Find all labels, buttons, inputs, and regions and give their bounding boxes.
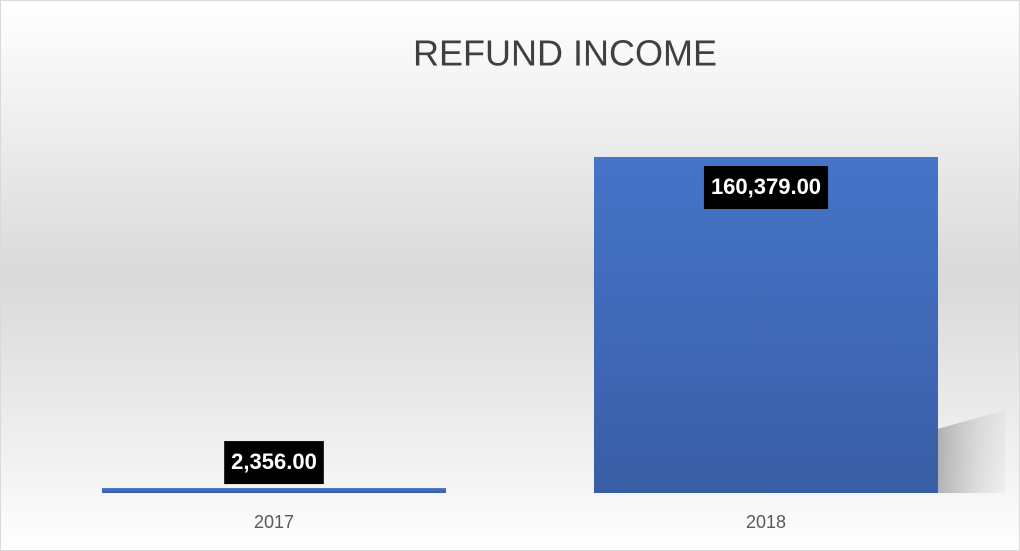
bar — [594, 157, 938, 493]
bar — [102, 488, 446, 493]
x-tick-label: 2018 — [746, 512, 786, 532]
data-label: 2,356.00 — [231, 449, 317, 474]
data-label-box — [224, 441, 324, 485]
x-tick-label: 2017 — [254, 512, 294, 532]
data-label: 160,379.00 — [711, 174, 821, 199]
bar-shadow — [934, 410, 1005, 493]
chart-title: REFUND INCOME — [413, 33, 717, 74]
data-label-box — [703, 166, 829, 209]
